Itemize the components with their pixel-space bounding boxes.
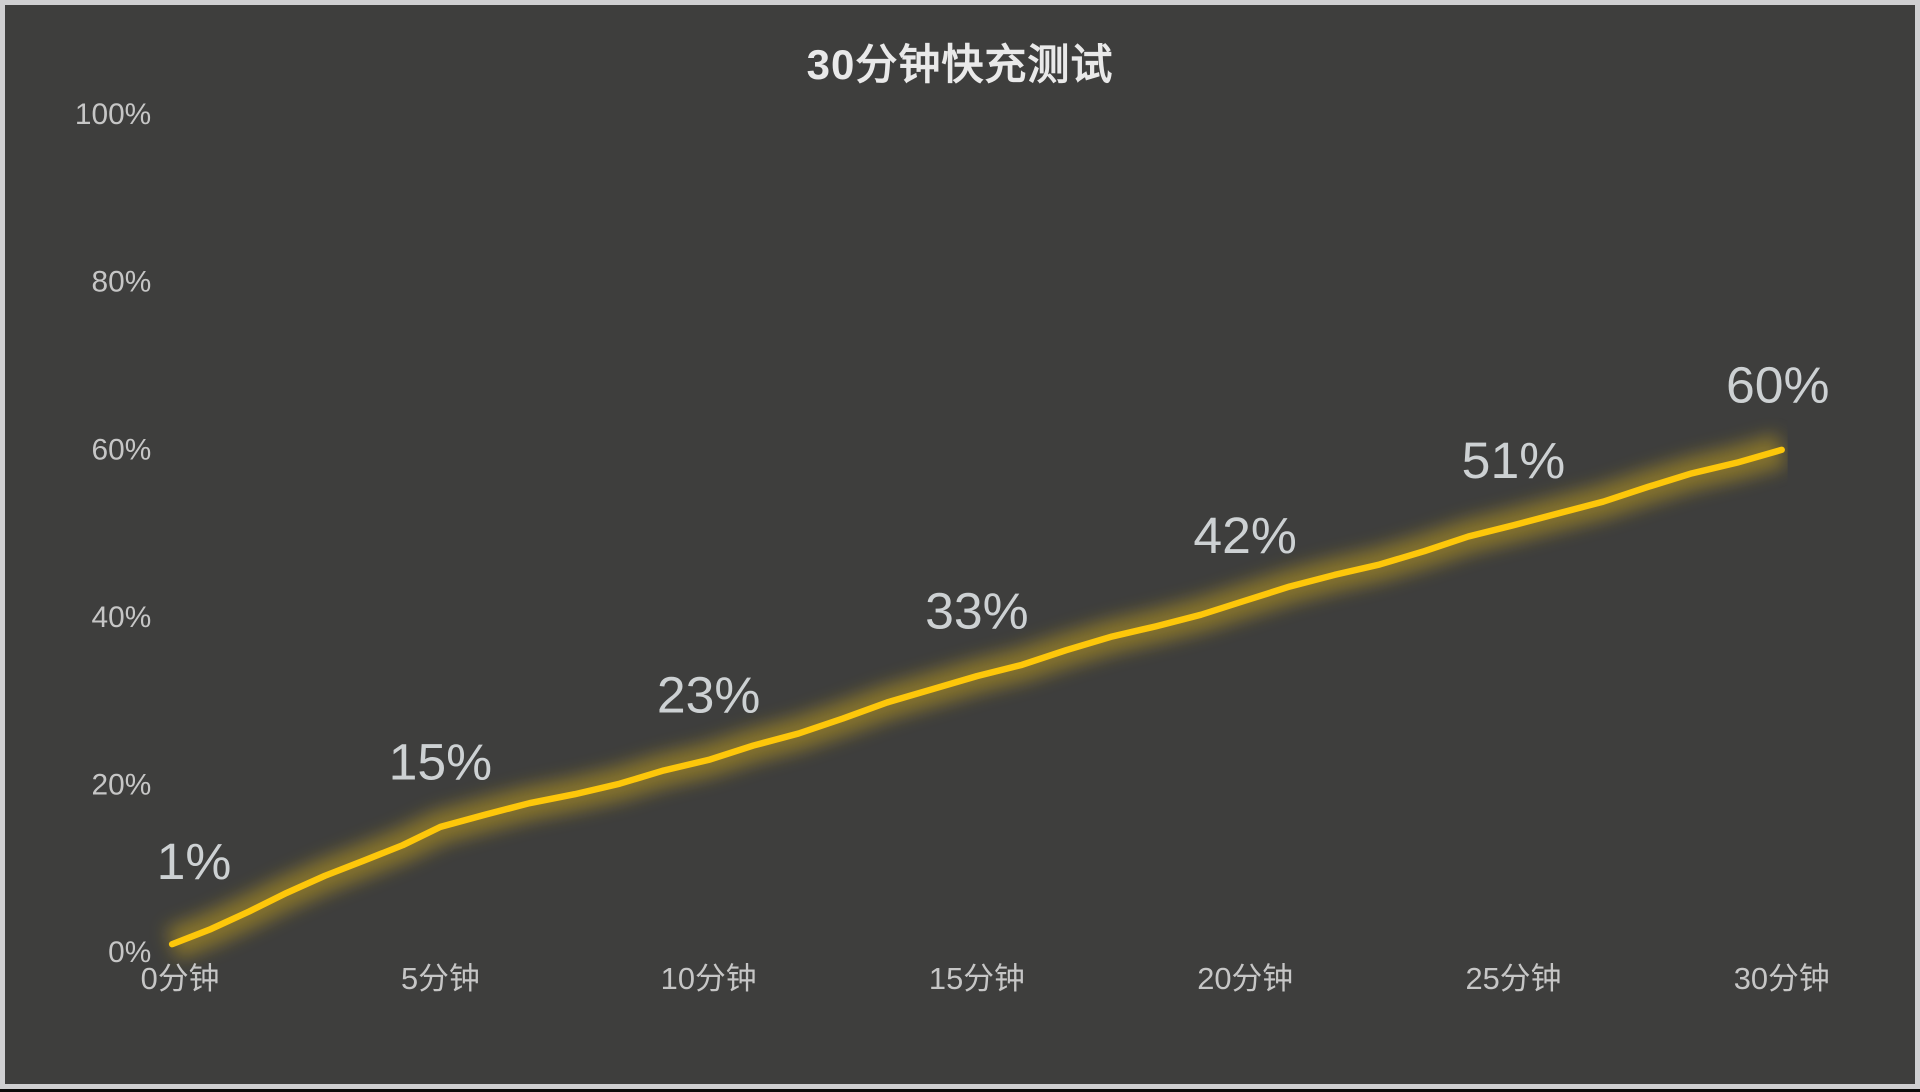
charge-line-series: [168, 446, 1785, 948]
y-axis-tick: 0%: [108, 936, 151, 969]
data-label: 15%: [389, 733, 493, 791]
fast-charge-line-chart: 0% 20% 40% 60% 80% 100% 0分钟 5分钟 10分钟 15分钟 20分钟 25分钟…: [75, 98, 1830, 996]
y-axis-tick: 100%: [75, 98, 151, 131]
data-label: 1%: [157, 832, 232, 890]
y-axis-tick: 80%: [92, 266, 152, 299]
line-glow: [165, 433, 1787, 960]
data-label: 33%: [925, 582, 1029, 640]
y-axis-tick: 40%: [92, 601, 152, 634]
y-axis-tick: 20%: [92, 769, 152, 802]
chart-title: 30分钟快充测试: [806, 41, 1114, 88]
x-axis-tick: 15分钟: [929, 961, 1025, 996]
data-label: 23%: [657, 666, 761, 724]
x-axis-tick: 10分钟: [661, 961, 757, 996]
x-axis-tick: 30分钟: [1734, 961, 1830, 996]
data-label: 51%: [1462, 431, 1566, 489]
data-label: 60%: [1726, 356, 1830, 414]
y-axis-tick: 60%: [92, 433, 152, 466]
x-axis-tick: 20分钟: [1197, 961, 1293, 996]
x-axis-tick: 5分钟: [401, 961, 480, 996]
x-axis-tick: 0分钟: [141, 961, 220, 996]
x-axis-tick: 25分钟: [1465, 961, 1561, 996]
data-label: 42%: [1193, 506, 1297, 564]
